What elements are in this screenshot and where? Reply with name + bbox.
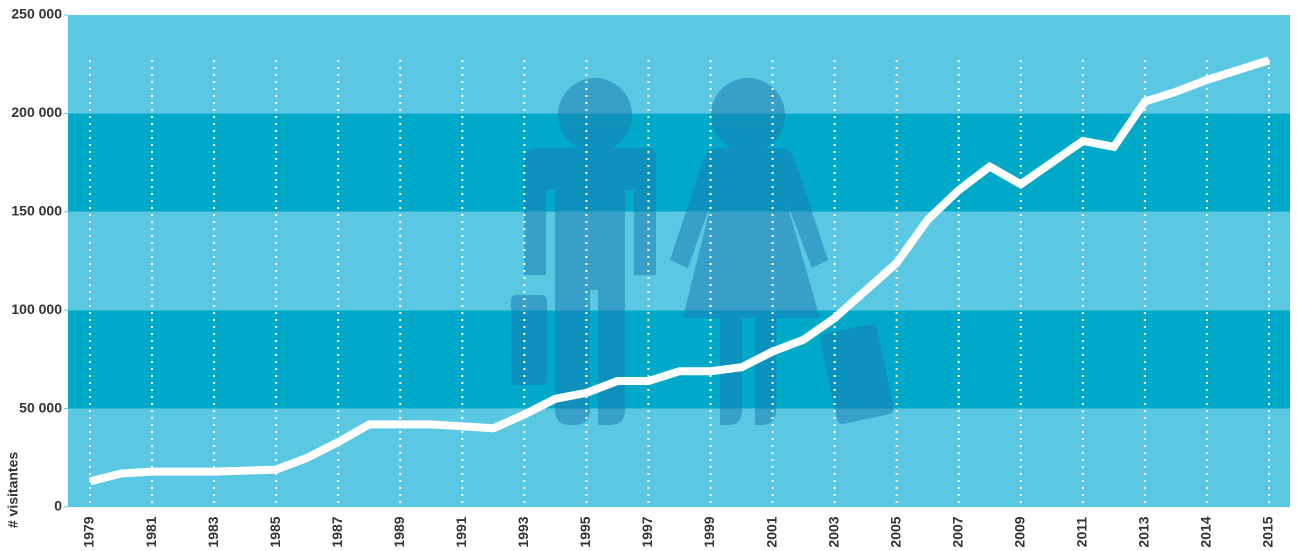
band	[68, 310, 1290, 408]
x-tick-label: 2001	[763, 516, 779, 547]
x-tick-label: 2014	[1198, 516, 1214, 547]
y-tick-label: 250 000	[11, 6, 62, 22]
x-tick-label: 1989	[391, 516, 407, 547]
x-tick-label: 1983	[205, 516, 221, 547]
x-tick-label: 1999	[701, 516, 717, 547]
y-tick-label: 0	[54, 498, 62, 514]
x-tick-label: 1979	[81, 516, 97, 547]
x-tick-label: 2003	[825, 516, 841, 547]
chart: # visitantes 0 50 000 100 000 150 000 200 00…	[0, 0, 1297, 551]
x-tick-label: 2009	[1011, 516, 1027, 547]
x-tick-label: 1981	[143, 516, 159, 547]
x-tick-label: 1993	[515, 516, 531, 547]
y-axis-label: # visitantes	[5, 452, 21, 528]
x-tick-label: 2015	[1260, 516, 1276, 547]
y-tick-label: 150 000	[11, 203, 62, 219]
x-tick-label: 1995	[577, 516, 593, 547]
band	[68, 409, 1290, 507]
x-tick-label: 2011	[1074, 517, 1090, 548]
x-tick-label: 1987	[329, 516, 345, 547]
x-tick-label: 2005	[887, 516, 903, 547]
x-tick-label: 1985	[267, 516, 283, 547]
band	[68, 15, 1290, 113]
band	[68, 113, 1290, 211]
y-tick-label: 200 000	[11, 104, 62, 120]
y-tick-label: 50 000	[19, 399, 62, 415]
y-tick-label: 100 000	[11, 301, 62, 317]
x-tick-label: 1991	[453, 516, 469, 547]
x-tick-label: 1997	[639, 516, 655, 547]
x-tick-label: 2013	[1136, 516, 1152, 547]
x-tick-label: 2007	[949, 516, 965, 547]
